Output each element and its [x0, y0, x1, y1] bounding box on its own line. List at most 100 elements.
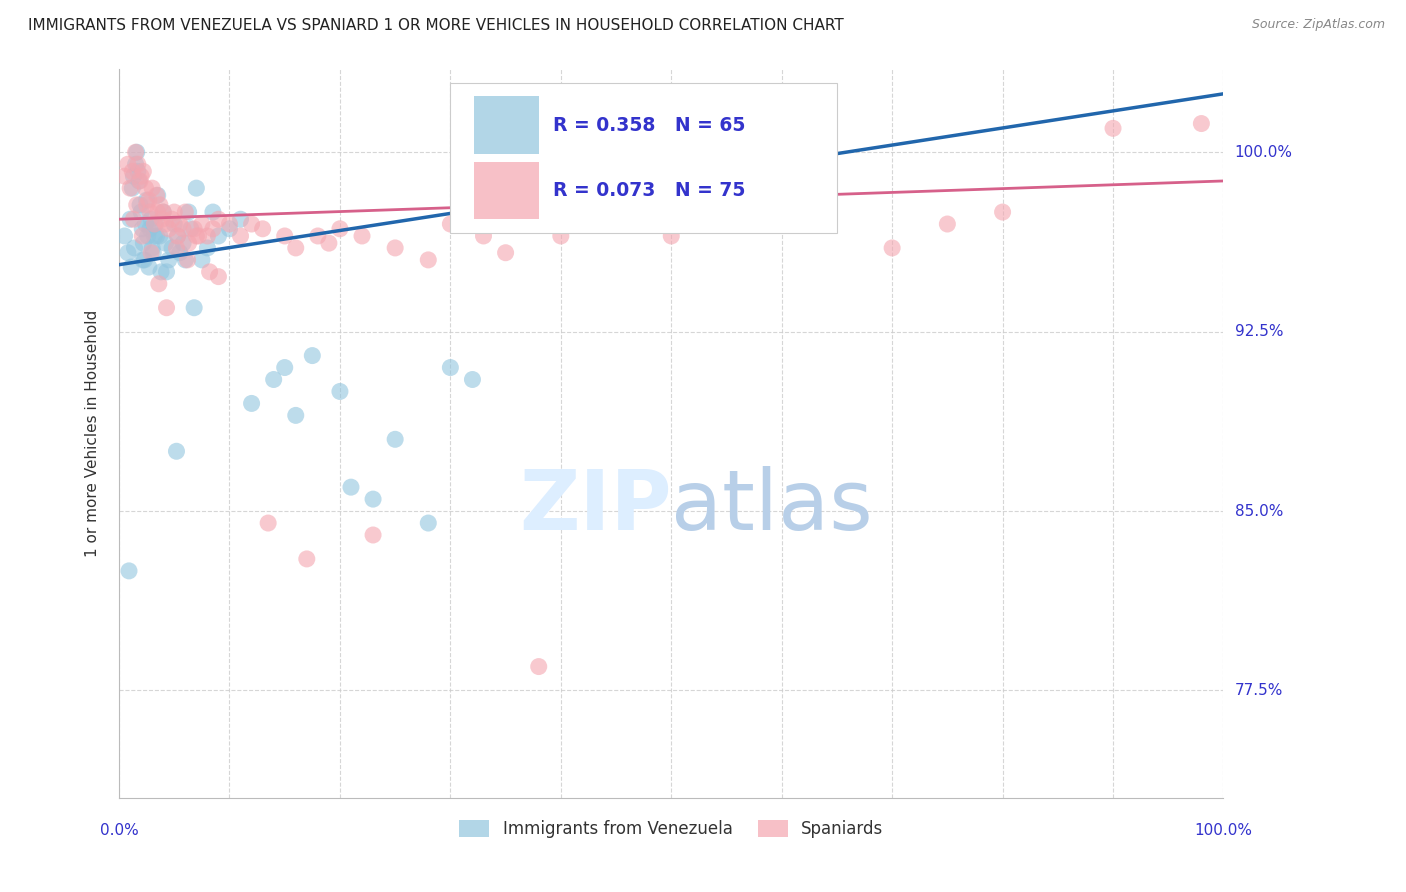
Point	[136, 229, 159, 244]
Point	[172, 236, 194, 251]
Point	[186, 229, 208, 244]
Point	[117, 245, 139, 260]
Point	[340, 480, 363, 494]
Point	[229, 229, 252, 244]
Point	[187, 229, 209, 244]
Point	[146, 188, 169, 202]
Point	[180, 221, 202, 235]
Text: 92.5%: 92.5%	[1234, 324, 1284, 339]
Point	[129, 198, 152, 212]
Point	[120, 181, 142, 195]
Point	[143, 229, 166, 244]
Point	[350, 229, 373, 244]
Point	[131, 221, 153, 235]
Point	[121, 181, 143, 195]
Point	[177, 236, 200, 251]
Point	[135, 181, 157, 195]
Point	[141, 241, 163, 255]
Point	[301, 349, 323, 363]
Point	[191, 217, 214, 231]
Point	[307, 229, 329, 244]
Point	[361, 492, 384, 507]
Point	[183, 301, 205, 315]
Point	[138, 260, 160, 274]
Point	[207, 229, 229, 244]
Text: Source: ZipAtlas.com: Source: ZipAtlas.com	[1251, 18, 1385, 31]
Point	[461, 372, 484, 386]
Point	[169, 245, 191, 260]
Point	[172, 221, 194, 235]
Legend: Immigrants from Venezuela, Spaniards: Immigrants from Venezuela, Spaniards	[453, 813, 890, 845]
Point	[527, 659, 550, 673]
FancyBboxPatch shape	[474, 96, 538, 154]
Point	[124, 241, 146, 255]
Point	[166, 444, 188, 458]
Point	[418, 252, 440, 267]
Point	[125, 198, 148, 212]
Point	[118, 564, 141, 578]
Point	[155, 236, 177, 251]
Text: 85.0%: 85.0%	[1234, 504, 1282, 518]
Point	[163, 217, 186, 231]
Point	[201, 221, 224, 235]
Point	[1189, 116, 1212, 130]
Point	[152, 205, 174, 219]
Point	[166, 229, 188, 244]
Point	[882, 241, 904, 255]
Point	[160, 241, 183, 255]
Point	[155, 217, 177, 231]
Text: atlas: atlas	[671, 466, 873, 547]
Point	[273, 229, 295, 244]
Point	[129, 169, 152, 183]
Point	[124, 145, 146, 160]
Point	[145, 188, 167, 202]
Point	[145, 229, 167, 244]
Point	[257, 516, 280, 530]
Point	[114, 229, 136, 244]
Point	[329, 384, 352, 399]
Point	[128, 174, 150, 188]
Point	[991, 205, 1014, 219]
Point	[129, 174, 152, 188]
Point	[163, 205, 186, 219]
Y-axis label: 1 or more Vehicles in Household: 1 or more Vehicles in Household	[86, 310, 100, 557]
Point	[197, 241, 219, 255]
Point	[127, 157, 149, 171]
Text: 0.0%: 0.0%	[100, 823, 138, 838]
Point	[439, 360, 461, 375]
Point	[329, 221, 352, 235]
Point	[129, 205, 152, 219]
Point	[550, 229, 572, 244]
Point	[197, 229, 219, 244]
Point	[240, 217, 263, 231]
Point	[201, 205, 224, 219]
Point	[174, 252, 197, 267]
Point	[124, 157, 146, 171]
Text: IMMIGRANTS FROM VENEZUELA VS SPANIARD 1 OR MORE VEHICLES IN HOUSEHOLD CORRELATIO: IMMIGRANTS FROM VENEZUELA VS SPANIARD 1 …	[28, 18, 844, 33]
Point	[141, 181, 163, 195]
Point	[135, 217, 157, 231]
Point	[318, 236, 340, 251]
Point	[361, 528, 384, 542]
Point	[207, 212, 229, 227]
Point	[127, 164, 149, 178]
Point	[495, 245, 517, 260]
Point	[770, 205, 793, 219]
Point	[157, 252, 180, 267]
Text: ZIP: ZIP	[519, 466, 671, 547]
Point	[117, 157, 139, 171]
Point	[472, 229, 495, 244]
Point	[145, 217, 167, 231]
Point	[134, 252, 156, 267]
Point	[186, 181, 208, 195]
Point	[148, 277, 170, 291]
Point	[138, 193, 160, 207]
Point	[284, 409, 307, 423]
Point	[150, 212, 173, 227]
Point	[143, 217, 166, 231]
FancyBboxPatch shape	[474, 161, 538, 219]
Text: R = 0.358   N = 65: R = 0.358 N = 65	[553, 116, 745, 135]
Point	[155, 301, 177, 315]
Point	[135, 198, 157, 212]
Point	[176, 252, 198, 267]
